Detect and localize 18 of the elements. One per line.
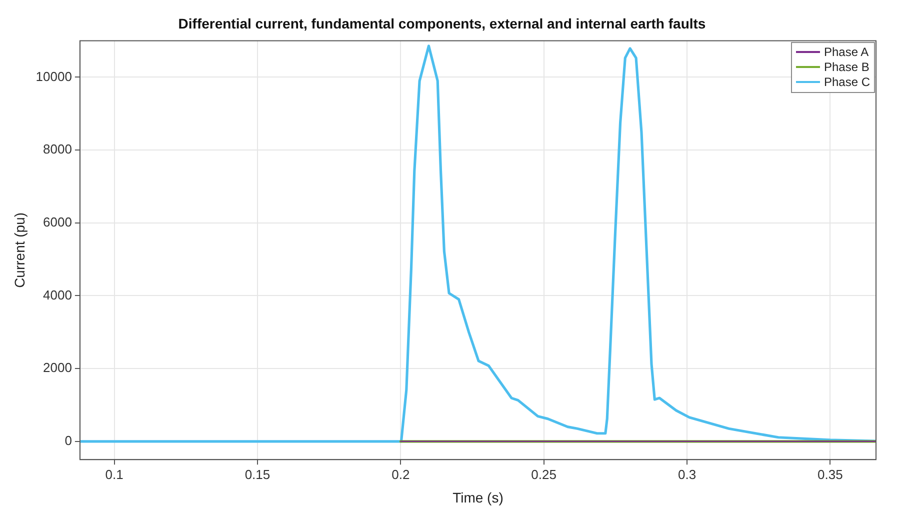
y-axis-title: Current (pu) [11, 212, 28, 288]
y-tick-label: 0 [64, 432, 72, 448]
legend-label: Phase A [824, 44, 869, 60]
y-tick-label: 6000 [43, 214, 72, 230]
x-tick-label: 0.1 [105, 466, 124, 482]
y-tick-label: 4000 [43, 287, 72, 302]
x-tick-label: 0.25 [531, 466, 556, 482]
x-axis-title: Time (s) [452, 489, 504, 506]
x-tick-label: 0.15 [244, 466, 270, 482]
legend-label: Phase B [824, 60, 870, 75]
y-tick-label: 10000 [36, 68, 72, 84]
x-tick-label: 0.3 [678, 466, 696, 482]
y-tick-label: 8000 [43, 142, 72, 157]
chart-title: Differential current, fundamental components, external and internal earth faults [178, 15, 706, 32]
legend-label: Phase C [824, 74, 870, 90]
x-tick-label: 0.35 [818, 466, 843, 482]
x-tick-label: 0.2 [392, 466, 410, 482]
y-tick-label: 2000 [43, 360, 72, 376]
